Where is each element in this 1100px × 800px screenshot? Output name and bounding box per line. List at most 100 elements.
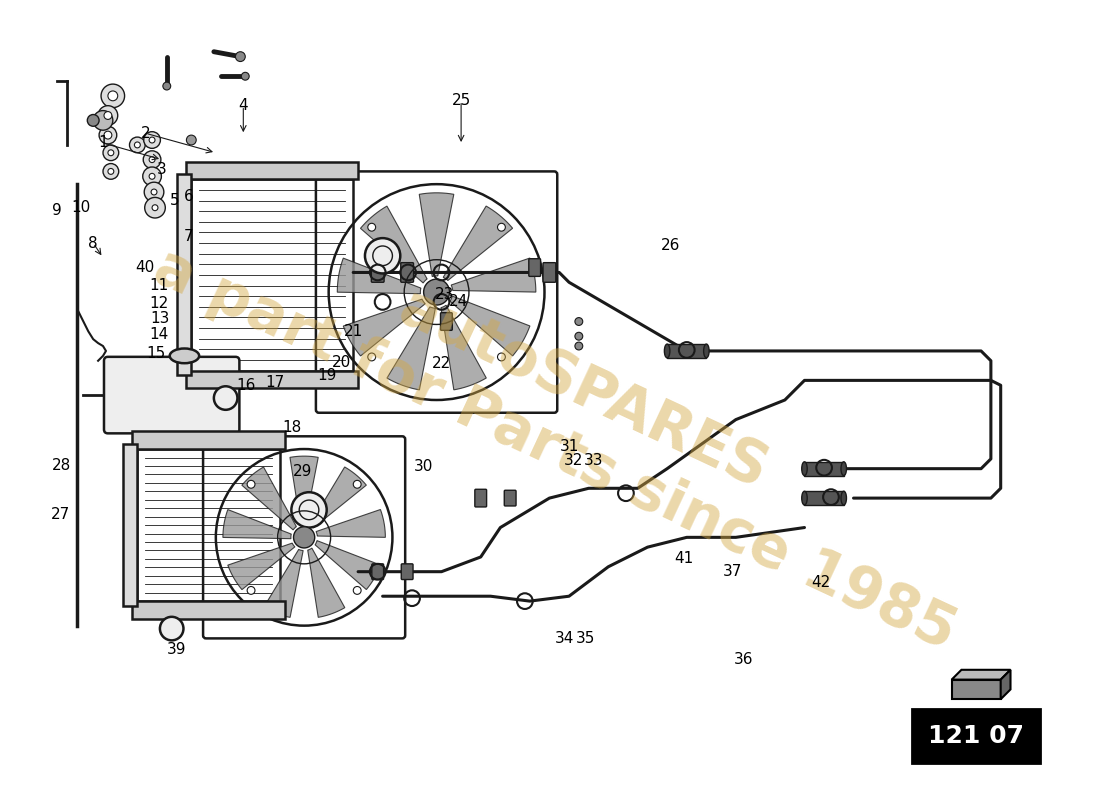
Ellipse shape [802,462,807,475]
Circle shape [353,480,361,488]
Polygon shape [361,206,427,283]
Polygon shape [443,206,513,281]
Polygon shape [451,258,536,292]
Circle shape [108,91,118,101]
Circle shape [241,72,250,80]
FancyBboxPatch shape [912,709,1040,763]
Text: 13: 13 [151,311,169,326]
Text: 23: 23 [434,286,454,302]
Polygon shape [186,370,359,388]
Ellipse shape [169,349,199,363]
Text: 33: 33 [584,454,603,468]
Polygon shape [315,541,381,590]
Polygon shape [419,193,454,277]
Polygon shape [264,550,304,618]
Text: 9: 9 [52,203,62,218]
Text: 36: 36 [734,653,754,667]
Text: 32: 32 [564,454,584,468]
Text: 30: 30 [414,459,433,474]
Circle shape [103,145,119,161]
Circle shape [235,52,245,62]
Text: autoSPARES
a part for Parts since 1985: autoSPARES a part for Parts since 1985 [145,178,993,661]
FancyBboxPatch shape [372,262,384,282]
Text: 19: 19 [317,368,337,383]
Polygon shape [952,670,1011,680]
Polygon shape [290,456,318,525]
Text: 17: 17 [265,375,284,390]
Circle shape [134,142,141,148]
Polygon shape [132,601,285,618]
FancyBboxPatch shape [504,490,516,506]
Circle shape [151,189,157,195]
Circle shape [150,137,155,143]
Circle shape [497,353,505,361]
Circle shape [353,586,361,594]
Polygon shape [132,431,285,449]
Circle shape [248,480,255,488]
Circle shape [144,132,161,148]
Text: 2: 2 [141,126,150,141]
Text: 25: 25 [451,94,471,108]
Polygon shape [343,299,426,356]
Circle shape [145,198,165,218]
Polygon shape [387,307,436,390]
Text: 14: 14 [150,326,168,342]
Text: 24: 24 [449,294,468,310]
Text: 27: 27 [52,507,70,522]
Circle shape [143,151,161,169]
Circle shape [248,586,255,594]
Circle shape [130,137,145,153]
Circle shape [152,205,158,210]
Text: 21: 21 [343,324,363,339]
FancyBboxPatch shape [529,258,540,276]
Circle shape [497,223,505,231]
Circle shape [108,150,113,156]
Text: 28: 28 [52,458,72,474]
Circle shape [94,110,113,130]
Circle shape [101,84,124,108]
Polygon shape [441,306,486,390]
Polygon shape [242,467,296,530]
Circle shape [163,82,170,90]
Text: 41: 41 [674,551,693,566]
Text: 40: 40 [135,260,155,275]
Ellipse shape [802,491,807,505]
Polygon shape [316,510,385,538]
Polygon shape [450,296,530,356]
Text: 1: 1 [98,135,108,150]
Circle shape [294,526,315,548]
Polygon shape [804,491,844,505]
FancyBboxPatch shape [475,490,486,507]
Text: 18: 18 [283,420,302,435]
Text: 6: 6 [184,190,194,205]
Text: 15: 15 [146,346,166,362]
Polygon shape [228,543,295,590]
Circle shape [104,131,112,139]
Circle shape [186,135,196,145]
Text: 26: 26 [660,238,680,254]
Circle shape [213,386,238,410]
Ellipse shape [704,344,710,358]
Ellipse shape [664,344,670,358]
Polygon shape [177,174,191,375]
Polygon shape [186,162,359,179]
Text: 39: 39 [167,642,186,657]
FancyBboxPatch shape [400,262,414,282]
Text: 5: 5 [169,194,179,208]
Circle shape [367,223,375,231]
FancyBboxPatch shape [543,262,556,282]
Polygon shape [338,258,421,294]
Text: 16: 16 [236,378,256,393]
Polygon shape [223,510,292,538]
Circle shape [292,492,327,527]
Text: 3: 3 [157,162,167,177]
Text: 8: 8 [88,235,98,250]
Circle shape [367,353,375,361]
Polygon shape [308,548,344,618]
Text: 35: 35 [576,631,595,646]
Text: 121 07: 121 07 [928,724,1024,748]
Text: 7: 7 [184,229,194,244]
FancyBboxPatch shape [402,564,412,579]
Circle shape [575,318,583,326]
Text: 37: 37 [723,564,743,579]
